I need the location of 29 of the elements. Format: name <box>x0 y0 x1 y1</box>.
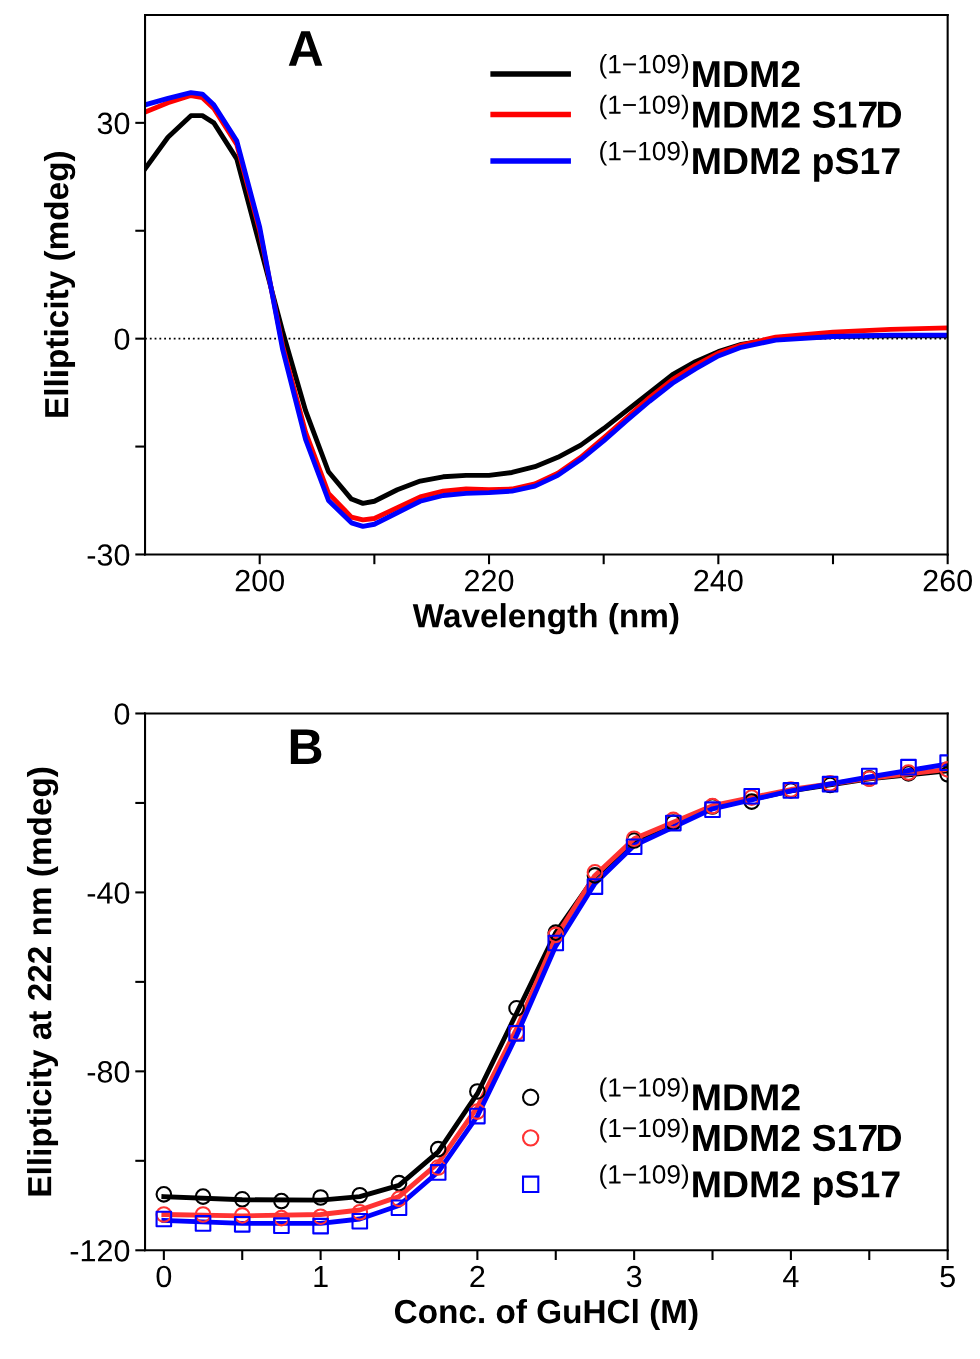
x-axis-title: Conc. of GuHCl (M) <box>394 1298 698 1330</box>
x-tick-label: 1 <box>314 1265 328 1288</box>
x-axis-title: Wavelength (nm) <box>412 603 679 635</box>
y-tick-label: -120 <box>70 1240 130 1262</box>
y-tick-label: 30 <box>97 112 130 135</box>
legend-label: $^{(1−109)}$MDM2 S17D <box>600 94 901 128</box>
x-tick-label: 4 <box>783 1265 799 1288</box>
y-tick-label: -30 <box>87 544 130 566</box>
y-tick-label: 0 <box>114 328 130 351</box>
y-tick-label: -40 <box>87 882 130 904</box>
y-axis-title: Ellipticity (mdeg) <box>43 152 76 417</box>
legend-label: $^{(1−109)}$MDM2 <box>600 54 800 88</box>
x-tick-label: 5 <box>940 1265 955 1288</box>
y-axis-title: Ellipticity at 222 nm (mdeg) <box>26 767 59 1196</box>
x-tick-label: 200 <box>235 569 284 592</box>
x-tick-label: 0 <box>156 1265 172 1288</box>
y-tick-label: -80 <box>87 1061 130 1083</box>
legend-label: $^{(1−109)}$MDM2 <box>600 1077 800 1111</box>
chart-title: A <box>288 31 323 66</box>
x-tick-label: 220 <box>465 569 514 592</box>
y-tick-label: 0 <box>114 703 130 725</box>
chart-title: B <box>290 729 322 764</box>
x-tick-label: 240 <box>694 569 743 592</box>
x-tick-label: 260 <box>923 569 972 592</box>
legend-label: $^{(1−109)}$MDM2 pS17 <box>600 141 900 182</box>
legend-label: $^{(1−109)}$MDM2 pS17 <box>600 1164 900 1206</box>
x-tick-label: 3 <box>626 1265 642 1288</box>
x-tick-label: 2 <box>470 1265 485 1288</box>
legend-label: $^{(1−109)}$MDM2 S17D <box>600 1118 901 1152</box>
